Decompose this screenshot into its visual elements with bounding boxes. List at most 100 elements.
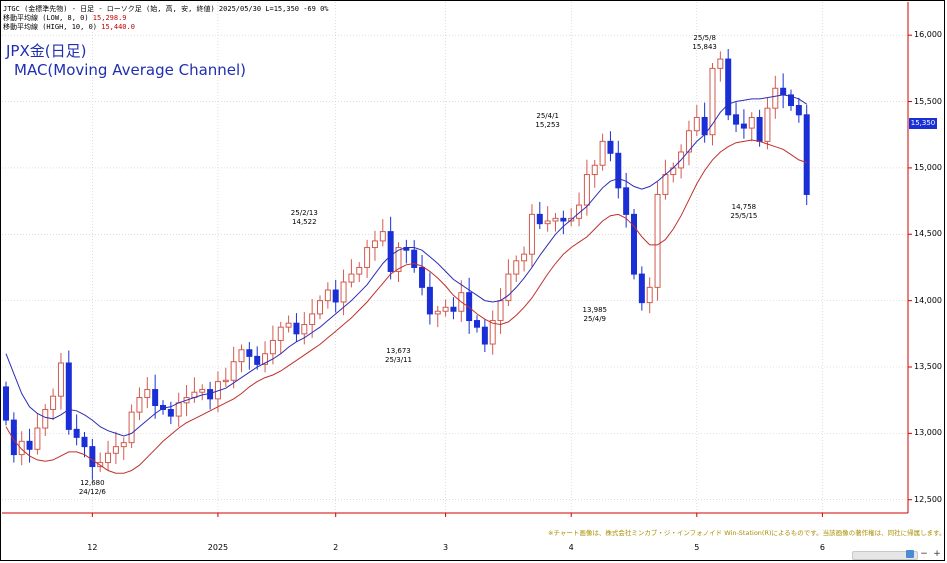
x-tick-label: 5 <box>694 543 700 552</box>
candle-body <box>73 428 80 438</box>
price-annotation: 25/2/13 14,522 <box>290 209 318 227</box>
y-tick-label: 13,500 <box>914 362 942 371</box>
copyright-note: ※チャート画像は、株式会社ミンカブ・ジ・インフォノイド Win-Station(… <box>548 529 946 537</box>
candle-body <box>576 204 583 219</box>
y-tick-label: 12,500 <box>914 494 942 504</box>
price-annotation: 25/5/8 15,843 <box>692 34 717 52</box>
candle-body <box>340 281 347 303</box>
y-tick-label: 15,500 <box>914 96 942 106</box>
zoom-in-icon[interactable]: + <box>933 549 941 559</box>
candle-body <box>756 116 763 142</box>
candle-body <box>26 440 33 450</box>
x-tick-label: 2 <box>333 543 339 552</box>
candle-body <box>230 361 237 381</box>
candle-body <box>528 213 535 255</box>
candle-body <box>175 402 182 417</box>
candle-body <box>505 273 512 302</box>
chart-subtitle: MAC(Moving Average Channel) <box>14 61 247 79</box>
candle-body <box>662 174 669 195</box>
candle-body <box>748 116 755 129</box>
candle-body <box>301 324 308 335</box>
candle-body <box>395 247 402 272</box>
candle-body <box>788 94 794 107</box>
candle-body <box>348 273 355 283</box>
header-line-3: 移動平均線 (HIGH, 10, 0) 15,440.0 <box>3 23 135 32</box>
candle-body <box>803 114 810 195</box>
horizontal-scrollbar[interactable] <box>852 551 918 560</box>
y-tick-label: 14,000 <box>914 295 942 305</box>
candle-body <box>65 362 72 430</box>
ma-high-label: 移動平均線 (HIGH, 10, 0) <box>3 23 98 31</box>
candle-body <box>332 289 339 303</box>
candle-body <box>552 217 559 222</box>
candle-body <box>364 247 371 268</box>
candle-body <box>238 349 245 363</box>
candle-body <box>81 436 88 448</box>
candle-body <box>685 130 692 153</box>
candle-body <box>654 193 661 288</box>
candle-body <box>638 273 645 304</box>
candle-body <box>434 310 441 315</box>
candle-body <box>269 339 276 355</box>
candle-body <box>128 411 135 444</box>
candle-body <box>309 313 316 326</box>
price-annotation: 25/4/1 15,253 <box>535 112 560 130</box>
candle-body <box>772 87 779 109</box>
candle-body <box>442 306 449 312</box>
candle-body <box>42 408 49 429</box>
candle-body <box>764 107 771 142</box>
price-annotation: 13,985 25/4/9 <box>582 305 608 323</box>
candle-body <box>18 440 25 456</box>
y-tick-label: 13,000 <box>914 428 942 438</box>
ma-high-value: 15,440.0 <box>101 23 135 31</box>
candle-body <box>615 152 622 189</box>
candle-body <box>521 253 528 262</box>
candle-body <box>631 213 637 275</box>
candle-body <box>262 353 269 365</box>
candle-body <box>709 67 716 136</box>
candle-body <box>560 217 567 222</box>
candle-body <box>371 240 378 249</box>
ma-low-line <box>5 139 807 474</box>
candle-body <box>489 320 496 345</box>
candle-body <box>136 397 143 413</box>
x-tick-label: 3 <box>443 543 449 552</box>
candle-body <box>426 286 433 315</box>
x-tick-label: 12 <box>87 543 98 552</box>
candle-body <box>497 300 504 322</box>
candle-body <box>450 306 457 312</box>
candle-body <box>246 349 253 357</box>
y-tick-label: 16,000 <box>914 30 942 40</box>
price-annotation: 14,758 25/5/15 <box>730 203 758 221</box>
candle-body <box>607 140 614 154</box>
chart-title: JPX金(日足) <box>6 42 87 60</box>
header-line-2: 移動平均線 (LOW, 8, 0) 15,298.9 <box>3 14 127 23</box>
candle-body <box>285 322 292 328</box>
candle-body <box>419 266 426 288</box>
candle-body <box>411 249 418 268</box>
candle-body <box>544 220 551 225</box>
candle-body <box>379 231 386 242</box>
price-annotation: 13,673 25/3/11 <box>385 347 412 365</box>
candle-body <box>254 355 261 365</box>
header-line-1: JTGC (金標準先物) - 日足 - ローソク足 (始, 高, 安, 終値) … <box>3 5 329 13</box>
candle-body <box>740 123 747 129</box>
candle-body <box>536 213 543 225</box>
candle-body <box>97 462 104 468</box>
zoom-out-icon[interactable]: − <box>920 549 928 559</box>
candle-body <box>3 386 9 421</box>
ma-low-label: 移動平均線 (LOW, 8, 0) <box>3 14 89 22</box>
candle-body <box>277 326 284 341</box>
candle-body <box>199 389 206 393</box>
candle-body <box>293 322 300 335</box>
candle-body <box>599 140 606 166</box>
candle-body <box>144 389 151 399</box>
last-price-tag: 15,350 <box>909 118 937 129</box>
ma-high-line <box>5 94 807 437</box>
price-annotation: 12,680 24/12/6 <box>78 478 106 496</box>
candle-body <box>10 419 17 456</box>
candle-body <box>583 174 590 206</box>
scrollbar-thumb[interactable] <box>906 550 914 558</box>
